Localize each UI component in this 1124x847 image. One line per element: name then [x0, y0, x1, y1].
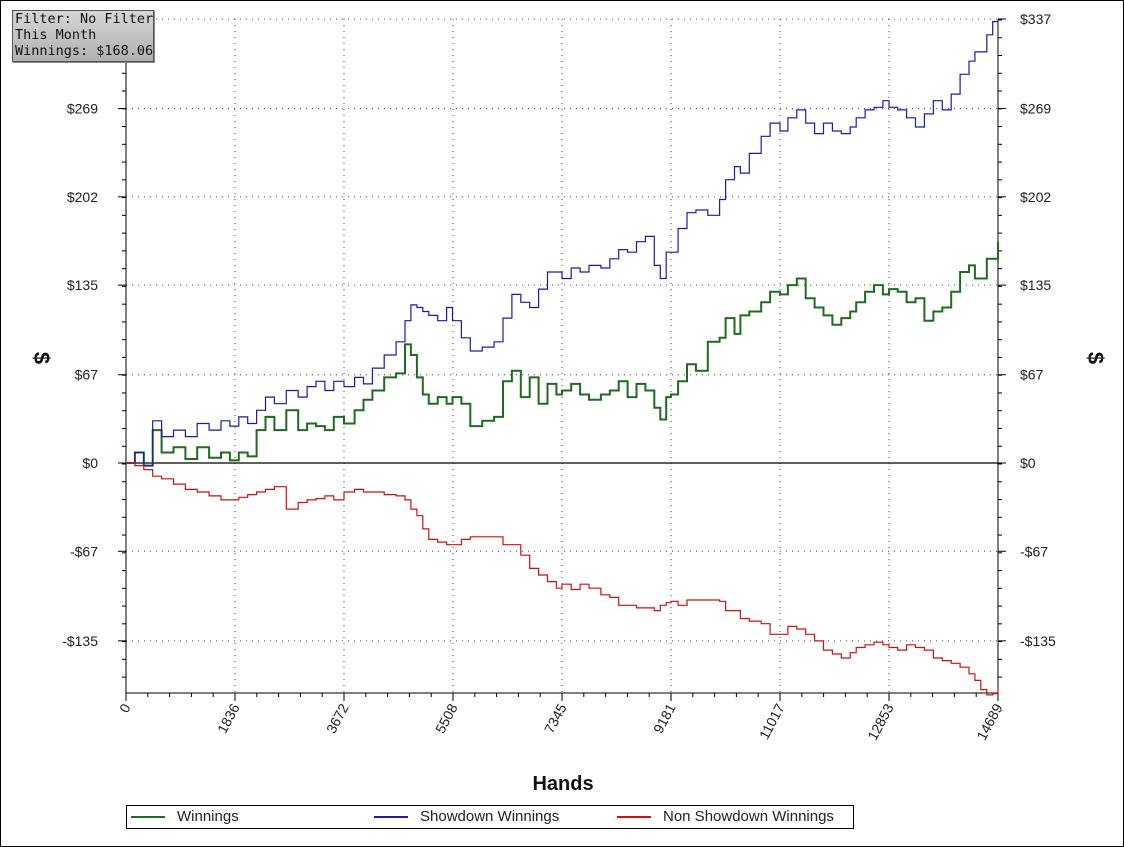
y-axis-title-left: $ [29, 352, 54, 364]
legend-swatch-winnings [131, 816, 165, 818]
y-tick-label-right: -$67 [1020, 543, 1048, 559]
legend-swatch-non-showdown [617, 816, 651, 818]
legend-item-winnings: Winnings [127, 806, 357, 828]
winnings-text: Winnings: $168.06 [15, 43, 154, 59]
y-tick-label-left: $269 [67, 101, 98, 117]
y-tick-label-right: $67 [1020, 367, 1044, 383]
x-tick-label: 9181 [650, 701, 679, 736]
grid-lines [126, 18, 999, 693]
legend-swatch-showdown [374, 816, 408, 818]
x-tick-label: 5508 [432, 701, 461, 736]
axes [118, 18, 1006, 701]
x-tick-label: 0 [116, 701, 134, 716]
legend-item-non-showdown: Non Showdown Winnings [613, 806, 851, 828]
series-line-winnings [126, 241, 999, 467]
summary-box: Filter: No Filter This Month Winnings: $… [12, 10, 154, 62]
x-tick-label: 14689 [973, 701, 1006, 743]
series-line-non-showdown-winnings [126, 462, 999, 696]
x-axis-title: Hands [532, 773, 593, 795]
y-tick-label-right: $202 [1020, 189, 1051, 205]
x-tick-label: 11017 [756, 701, 788, 742]
x-tick-label: 3672 [323, 701, 352, 736]
y-tick-label-right: -$135 [1020, 633, 1056, 649]
y-tick-label-right: $135 [1020, 277, 1051, 293]
y-tick-label-right: $337 [1020, 11, 1051, 27]
legend: Winnings Showdown Winnings Non Showdown … [126, 805, 854, 829]
x-tick-label: 12853 [864, 701, 897, 743]
series-lines [126, 19, 999, 696]
legend-label-winnings: Winnings [177, 808, 239, 825]
y-tick-label-left: -$135 [62, 633, 98, 649]
legend-item-showdown: Showdown Winnings [370, 806, 610, 828]
legend-label-non-showdown: Non Showdown Winnings [663, 808, 834, 825]
y-tick-label-left: $0 [82, 455, 98, 471]
period-text: This Month [15, 27, 97, 43]
x-tick-label: 7345 [541, 701, 570, 736]
y-tick-label-left: -$67 [70, 543, 98, 559]
series-line-showdown-winnings [126, 19, 999, 467]
y-tick-label-left: $202 [67, 189, 98, 205]
filter-text: Filter: No Filter [15, 11, 154, 27]
legend-label-showdown: Showdown Winnings [420, 808, 560, 825]
y-tick-label-left: $67 [75, 367, 99, 383]
x-tick-label: 1836 [214, 701, 243, 736]
tick-labels: $337$337$269$269$202$202$135$135$67$67$0… [62, 11, 1056, 743]
y-tick-label-left: $135 [67, 277, 98, 293]
y-tick-label-right: $0 [1020, 455, 1036, 471]
y-axis-title-right: $ [1083, 352, 1108, 364]
y-tick-label-right: $269 [1020, 101, 1051, 117]
